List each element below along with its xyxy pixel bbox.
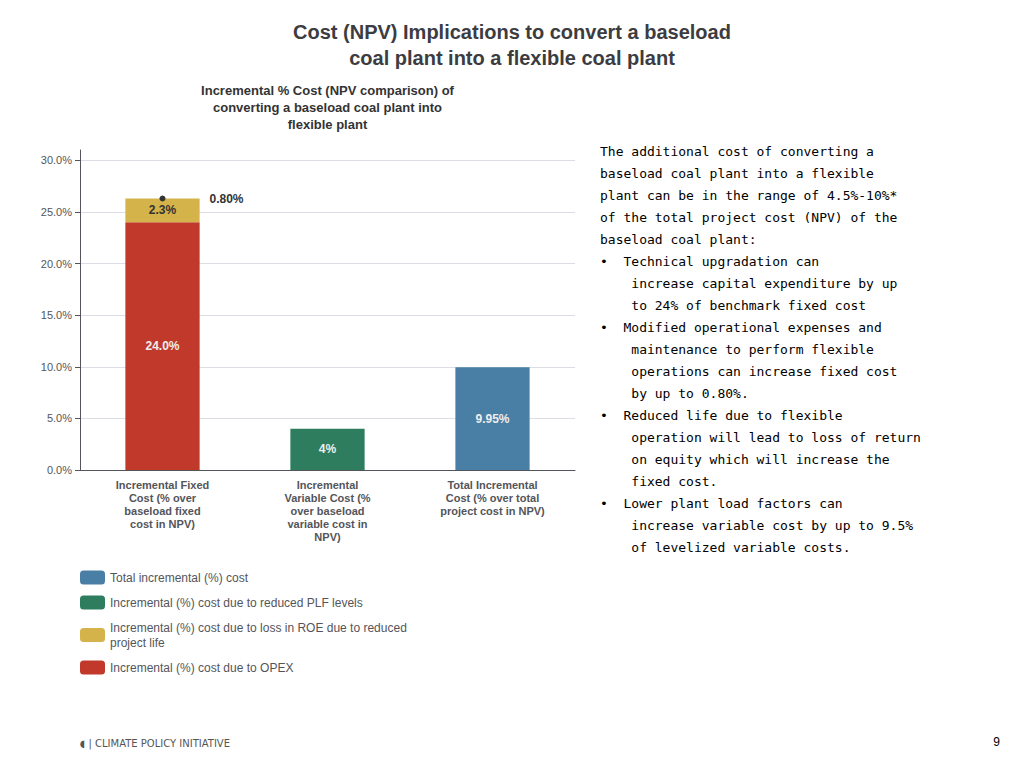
- svg-text:Incremental (%) cost due to OP: Incremental (%) cost due to OPEX: [110, 661, 293, 675]
- svg-text:24.0%: 24.0%: [145, 339, 179, 353]
- svg-text:plant can be in the range of 4: plant can be in the range of 4.5%-10%*: [600, 188, 897, 203]
- svg-text:project cost in NPV): project cost in NPV): [440, 505, 545, 517]
- svg-text:operations can increase fixed: operations can increase fixed cost: [600, 364, 897, 379]
- svg-text:2.3%: 2.3%: [149, 203, 177, 217]
- svg-text:baseload fixed: baseload fixed: [124, 505, 200, 517]
- svg-text:30.0%: 30.0%: [41, 154, 72, 166]
- svg-text:• Technical upgradation can: • Technical upgradation can: [600, 254, 819, 269]
- svg-text:operation will lead to loss of: operation will lead to loss of return: [600, 430, 921, 445]
- svg-text:of the total project cost (NPV: of the total project cost (NPV) of the: [600, 210, 898, 225]
- svg-text:over baseload: over baseload: [291, 505, 365, 517]
- svg-text:20.0%: 20.0%: [41, 258, 72, 270]
- svg-text:4%: 4%: [319, 442, 337, 456]
- svg-text:to 24% of benchmark fixed cost: to 24% of benchmark fixed cost: [600, 298, 866, 313]
- svg-text:by up to 0.80%.: by up to 0.80%.: [600, 386, 749, 401]
- svg-text:9: 9: [993, 735, 1000, 749]
- svg-text:baseload coal plant:: baseload coal plant:: [600, 232, 757, 247]
- svg-text:maintenance to perform flexibl: maintenance to perform flexible: [600, 342, 874, 357]
- svg-text:of levelized variable costs.: of levelized variable costs.: [600, 540, 850, 555]
- svg-text:15.0%: 15.0%: [41, 309, 72, 321]
- svg-text:Cost (% over total: Cost (% over total: [446, 492, 540, 504]
- svg-text:The additional cost of convert: The additional cost of converting a: [600, 144, 874, 159]
- svg-text:flexible plant: flexible plant: [288, 117, 368, 132]
- svg-text:Incremental (%) cost due to lo: Incremental (%) cost due to loss in ROE …: [110, 621, 407, 635]
- svg-text:Incremental (%) cost due to re: Incremental (%) cost due to reduced PLF …: [110, 596, 363, 610]
- svg-text:Incremental % Cost (NPV compar: Incremental % Cost (NPV comparison) of: [201, 83, 454, 98]
- svg-text:9.95%: 9.95%: [475, 412, 509, 426]
- svg-text:Variable Cost (%: Variable Cost (%: [284, 492, 370, 504]
- svg-text:increase variable cost by up t: increase variable cost by up to 9.5%: [600, 518, 913, 533]
- svg-text:Total incremental (%) cost: Total incremental (%) cost: [110, 571, 249, 585]
- svg-text:Incremental: Incremental: [297, 479, 359, 491]
- svg-text:25.0%: 25.0%: [41, 206, 72, 218]
- svg-text:NPV): NPV): [314, 531, 341, 543]
- svg-text:10.0%: 10.0%: [41, 361, 72, 373]
- svg-text:Total Incremental: Total Incremental: [447, 479, 537, 491]
- svg-text:baseload coal plant into a fle: baseload coal plant into a flexible: [600, 166, 874, 181]
- svg-text:Cost (% over: Cost (% over: [129, 492, 197, 504]
- svg-text:5.0%: 5.0%: [47, 412, 72, 424]
- svg-text:• Reduced life due to flexibl: • Reduced life due to flexible: [600, 408, 843, 423]
- svg-text:coal plant into a flexible coa: coal plant into a flexible coal plant: [349, 47, 675, 69]
- svg-text:fixed cost.: fixed cost.: [600, 474, 717, 489]
- svg-text:◖ | CLIMATE POLICY INITIATIVE: ◖ | CLIMATE POLICY INITIATIVE: [80, 738, 230, 750]
- svg-text:0.80%: 0.80%: [210, 192, 244, 206]
- svg-text:• Lower plant load factors ca: • Lower plant load factors can: [600, 496, 843, 511]
- svg-text:variable cost in: variable cost in: [287, 518, 367, 530]
- svg-text:0.0%: 0.0%: [47, 464, 72, 476]
- svg-text:increase capital expenditure b: increase capital expenditure by up: [600, 276, 898, 291]
- svg-text:converting a baseload coal pla: converting a baseload coal plant into: [213, 100, 442, 115]
- svg-text:project life: project life: [110, 636, 165, 650]
- svg-text:Cost (NPV) Implications to con: Cost (NPV) Implications to convert a bas…: [293, 21, 731, 43]
- svg-text:• Modified operational expens: • Modified operational expenses and: [600, 320, 882, 335]
- svg-text:cost in NPV): cost in NPV): [130, 518, 195, 530]
- svg-text:Incremental Fixed: Incremental Fixed: [116, 479, 210, 491]
- svg-text:on equity which will increase: on equity which will increase the: [600, 452, 890, 467]
